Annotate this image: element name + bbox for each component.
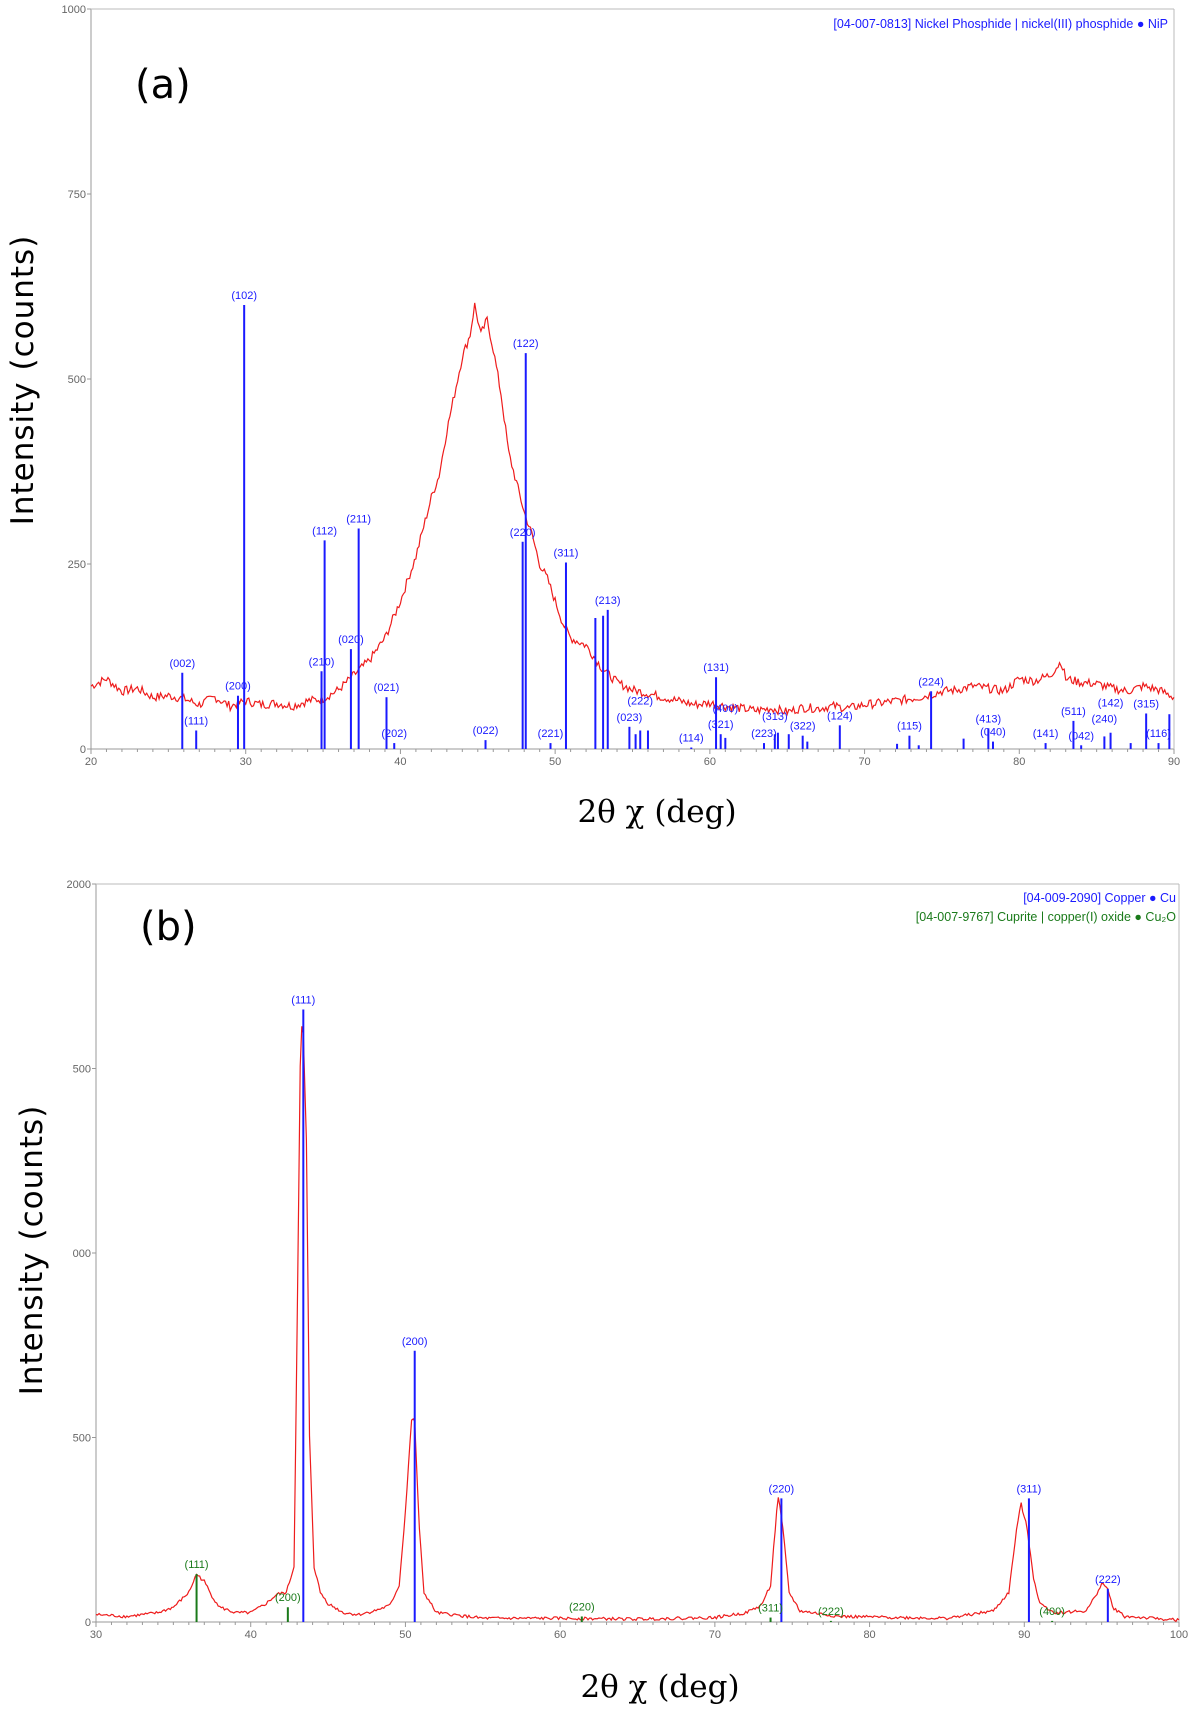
hkl-label: (111) — [185, 1559, 209, 1571]
hkl-label: (311) — [554, 548, 579, 560]
hkl-label: (040) — [980, 727, 1006, 739]
hkl-label: (222) — [818, 1606, 844, 1618]
hkl-label: (200) — [402, 1336, 428, 1348]
legend-entry-cu2o: [04-007-9767] Cuprite | copper(I) oxide … — [916, 910, 1177, 924]
hkl-label: (102) — [231, 290, 257, 302]
x-tick-label: 50 — [399, 1629, 411, 1641]
y-axis-title-a: Intensity (counts) — [5, 235, 41, 526]
hkl-label: (124) — [827, 710, 853, 722]
x-tick-label: 40 — [245, 1629, 257, 1641]
y-tick-label: 000 — [73, 1248, 91, 1260]
x-tick-label: 80 — [863, 1629, 875, 1641]
x-tick-label: 90 — [1018, 1629, 1030, 1641]
hkl-label: (111) — [291, 994, 315, 1006]
y-tick-label: 500 — [68, 374, 86, 386]
hkl-label: (141) — [1033, 728, 1059, 740]
x-tick-label: 70 — [709, 1629, 721, 1641]
chart-a-nip: (a) Intensity (counts) 2θ χ (deg) [04-00… — [5, 4, 1180, 830]
hkl-label: (131) — [703, 662, 729, 674]
x-tick-label: 60 — [554, 1629, 566, 1641]
x-tick-label: 30 — [240, 756, 252, 768]
hkl-label: (115) — [897, 721, 922, 733]
x-tick-label: 100 — [1170, 1629, 1188, 1641]
y-tick-label: 0 — [85, 1617, 91, 1629]
x-tick-label: 80 — [1013, 756, 1025, 768]
hkl-label: (042) — [1068, 730, 1094, 742]
hkl-label: (213) — [595, 595, 621, 607]
hkl-label: (122) — [513, 338, 539, 350]
x-tick-label: 90 — [1168, 756, 1180, 768]
x-axis-title-a: 2θ χ (deg) — [577, 794, 736, 830]
x-axis-title-b: 2θ χ (deg) — [580, 1669, 739, 1705]
hkl-label: (400) — [712, 703, 738, 715]
y-tick-label: 500 — [73, 1433, 91, 1445]
hkl-label: (223) — [751, 728, 777, 740]
measured-pattern-line-a — [90, 302, 1175, 717]
legend-entry-nip: [04-007-0813] Nickel Phosphide | nickel(… — [833, 17, 1168, 31]
hkl-label: (020) — [338, 634, 364, 646]
hkl-label: (400) — [1039, 1606, 1065, 1618]
hkl-label: (311) — [758, 1603, 783, 1615]
hkl-label: (200) — [225, 681, 251, 693]
y-tick-label: 500 — [73, 1064, 91, 1076]
y-tick-label: 0 — [80, 744, 86, 756]
hkl-label: (322) — [790, 721, 816, 733]
hkl-label: (220) — [769, 1483, 795, 1495]
y-tick-label: 750 — [68, 189, 86, 201]
hkl-label: (112) — [312, 525, 337, 537]
hkl-label: (311) — [1016, 1483, 1041, 1495]
hkl-label: (221) — [538, 728, 564, 740]
x-tick-label: 50 — [549, 756, 561, 768]
hkl-label: (142) — [1098, 698, 1124, 710]
x-tick-label: 40 — [394, 756, 406, 768]
hkl-label: (313) — [762, 711, 788, 723]
hkl-label: (222) — [1095, 1574, 1121, 1586]
hkl-label: (021) — [374, 682, 400, 694]
hkl-label: (321) — [708, 719, 734, 731]
hkl-label: (220) — [510, 527, 536, 539]
hkl-label: (002) — [169, 658, 195, 670]
hkl-label: (315) — [1133, 698, 1159, 710]
x-tick-label: 70 — [858, 756, 870, 768]
hkl-label: (511) — [1061, 706, 1086, 718]
hkl-label: (210) — [309, 656, 335, 668]
hkl-label: (224) — [918, 676, 944, 688]
hkl-label: (222) — [627, 696, 653, 708]
hkl-label: (202) — [381, 728, 407, 740]
chart-b-cu: (b) Intensity (counts) 2θ χ (deg) [04-00… — [14, 879, 1188, 1705]
hkl-label: (240) — [1092, 713, 1118, 725]
panel-label-a: (a) — [135, 62, 191, 108]
panel-label-b: (b) — [140, 904, 197, 950]
y-tick-label: 250 — [68, 559, 86, 571]
hkl-label: (022) — [473, 725, 499, 737]
y-tick-label: 2000 — [67, 879, 91, 891]
legend-entry-cu: [04-009-2090] Copper ● Cu — [1023, 891, 1176, 905]
hkl-label: (211) — [346, 513, 371, 525]
measured-pattern-line-b — [95, 1026, 1180, 1623]
y-tick-label: 1000 — [62, 4, 86, 16]
hkl-label: (413) — [975, 713, 1001, 725]
x-tick-label: 30 — [90, 1629, 102, 1641]
x-tick-label: 60 — [704, 756, 716, 768]
hkl-label: (200) — [275, 1592, 301, 1604]
hkl-label: (220) — [569, 1601, 595, 1613]
hkl-label: (111) — [184, 716, 208, 728]
hkl-label: (023) — [617, 712, 643, 724]
hkl-label: (114) — [679, 733, 704, 745]
x-tick-label: 20 — [85, 756, 97, 768]
hkl-label: (116) — [1146, 728, 1171, 740]
y-axis-title-b: Intensity (counts) — [14, 1105, 50, 1396]
